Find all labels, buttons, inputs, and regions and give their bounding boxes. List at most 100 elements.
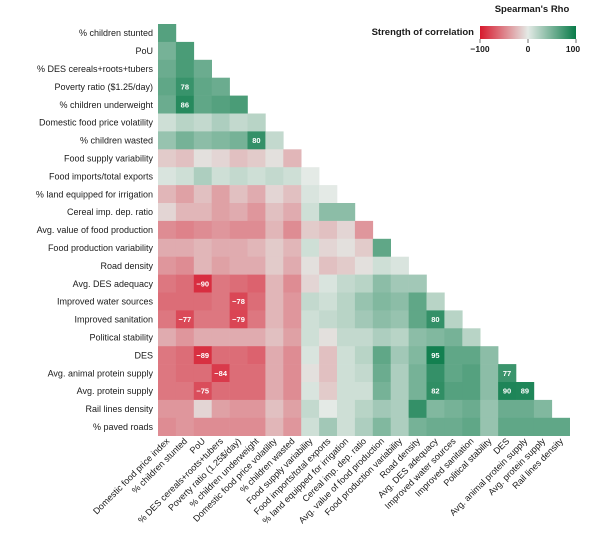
heatmap-cell [211, 256, 230, 275]
heatmap-cell [175, 274, 195, 293]
heatmap-cell [158, 131, 177, 150]
heatmap-cell [408, 310, 427, 329]
heatmap-cell [211, 77, 230, 96]
row-label: Improved sanitation [74, 315, 153, 325]
heatmap-cell [265, 238, 284, 257]
heatmap-cell [158, 382, 177, 401]
row-label: Poverty ratio ($1.25/day) [54, 82, 153, 92]
heatmap-cell [229, 167, 248, 186]
heatmap-cell [247, 131, 266, 150]
heatmap-cell [193, 185, 212, 204]
heatmap-cell [229, 274, 248, 293]
legend-tick-label-min: −100 [470, 44, 489, 54]
heatmap-cell [354, 346, 374, 365]
heatmap-cell [211, 220, 230, 240]
heatmap-cell [211, 274, 230, 293]
heatmap-cell [158, 417, 177, 436]
cell-value-label: −84 [214, 369, 228, 378]
heatmap-cell [372, 346, 391, 365]
heatmap-cell [211, 131, 230, 150]
heatmap-cell [175, 220, 195, 240]
cell-value-label: 80 [252, 136, 260, 145]
heatmap-cell [337, 238, 356, 257]
heatmap-cell [211, 382, 230, 401]
heatmap-cell [283, 203, 302, 222]
heatmap-cell [516, 417, 535, 436]
row-label: Avg. animal protein supply [48, 368, 154, 378]
heatmap-cell [158, 77, 177, 96]
heatmap-cell [390, 364, 409, 383]
heatmap-cell [319, 274, 338, 293]
row-label: Improved water sources [57, 297, 154, 307]
heatmap-cell [158, 203, 177, 222]
heatmap-cell [462, 382, 481, 401]
heatmap-cell [337, 417, 356, 436]
heatmap-cell [158, 328, 177, 347]
cell-value-label: −79 [232, 315, 245, 324]
heatmap-cell [265, 203, 284, 222]
heatmap-cell [247, 417, 266, 436]
heatmap-cell [498, 417, 517, 436]
heatmap-cell [211, 417, 230, 436]
heatmap-cell [426, 310, 445, 329]
heatmap-cell [247, 292, 266, 311]
heatmap-cell [229, 346, 248, 365]
heatmap-cell [372, 274, 391, 293]
cell-value-label: 82 [431, 387, 439, 396]
heatmap-cell [372, 310, 391, 329]
heatmap-cell [498, 382, 517, 401]
heatmap-cell [193, 77, 212, 96]
heatmap-cell [247, 185, 266, 204]
heatmap-cell [301, 399, 320, 419]
legend-tick-label-max: 100 [566, 44, 580, 54]
heatmap-cell [211, 167, 230, 186]
heatmap-cell [175, 113, 195, 132]
row-label: Cereal imp. dep. ratio [67, 207, 153, 217]
heatmap-cell [390, 382, 409, 401]
cell-value-label: 77 [503, 369, 511, 378]
heatmap-cell [319, 292, 338, 311]
heatmap-cell [354, 310, 374, 329]
heatmap-cell [498, 399, 517, 419]
cell-value-label: 80 [431, 315, 439, 324]
heatmap-cell [301, 167, 320, 186]
heatmap-cell [193, 149, 212, 168]
heatmap-cell [229, 328, 248, 347]
heatmap-cell [158, 24, 177, 43]
heatmap-cell [354, 364, 374, 383]
legend-tick-label-mid: 0 [526, 44, 531, 54]
heatmap-cell [480, 399, 499, 419]
row-label: Avg. DES adequacy [73, 279, 154, 289]
legend-title: Spearman's Rho [495, 4, 570, 15]
heatmap-cell [283, 256, 302, 275]
heatmap-cell [158, 399, 177, 419]
heatmap-cell [175, 292, 195, 311]
heatmap-cell [354, 382, 374, 401]
heatmap-cell [444, 346, 463, 365]
cell-value-label: 86 [181, 100, 189, 109]
heatmap-cell [319, 364, 338, 383]
heatmap-cell [337, 364, 356, 383]
row-label: % DES cereals+roots+tubers [37, 64, 154, 74]
heatmap-cell [193, 399, 212, 419]
heatmap-cell [354, 274, 374, 293]
heatmap-cell [193, 167, 212, 186]
heatmap-cell [462, 328, 481, 347]
heatmap-cell [408, 399, 427, 419]
cell-value-label: −90 [196, 279, 209, 288]
heatmap-cell [337, 220, 356, 240]
heatmap-cell [175, 203, 195, 222]
heatmap-cell [426, 417, 445, 436]
heatmap-cell [229, 220, 248, 240]
heatmap-cell [158, 310, 177, 329]
heatmap-cell [390, 346, 409, 365]
heatmap-cell [533, 417, 553, 436]
heatmap-cell [175, 417, 195, 436]
heatmap-cell [158, 185, 177, 204]
heatmap-cell-values: 78 86 80 −90 −78 −77 −79 80 −89 95 −84 77 −75 82 90 89 [178, 82, 529, 395]
heatmap-cell [408, 364, 427, 383]
heatmap-cell [337, 292, 356, 311]
heatmap-cell [283, 167, 302, 186]
heatmap-cell [354, 417, 374, 436]
heatmap-cell [158, 95, 177, 114]
